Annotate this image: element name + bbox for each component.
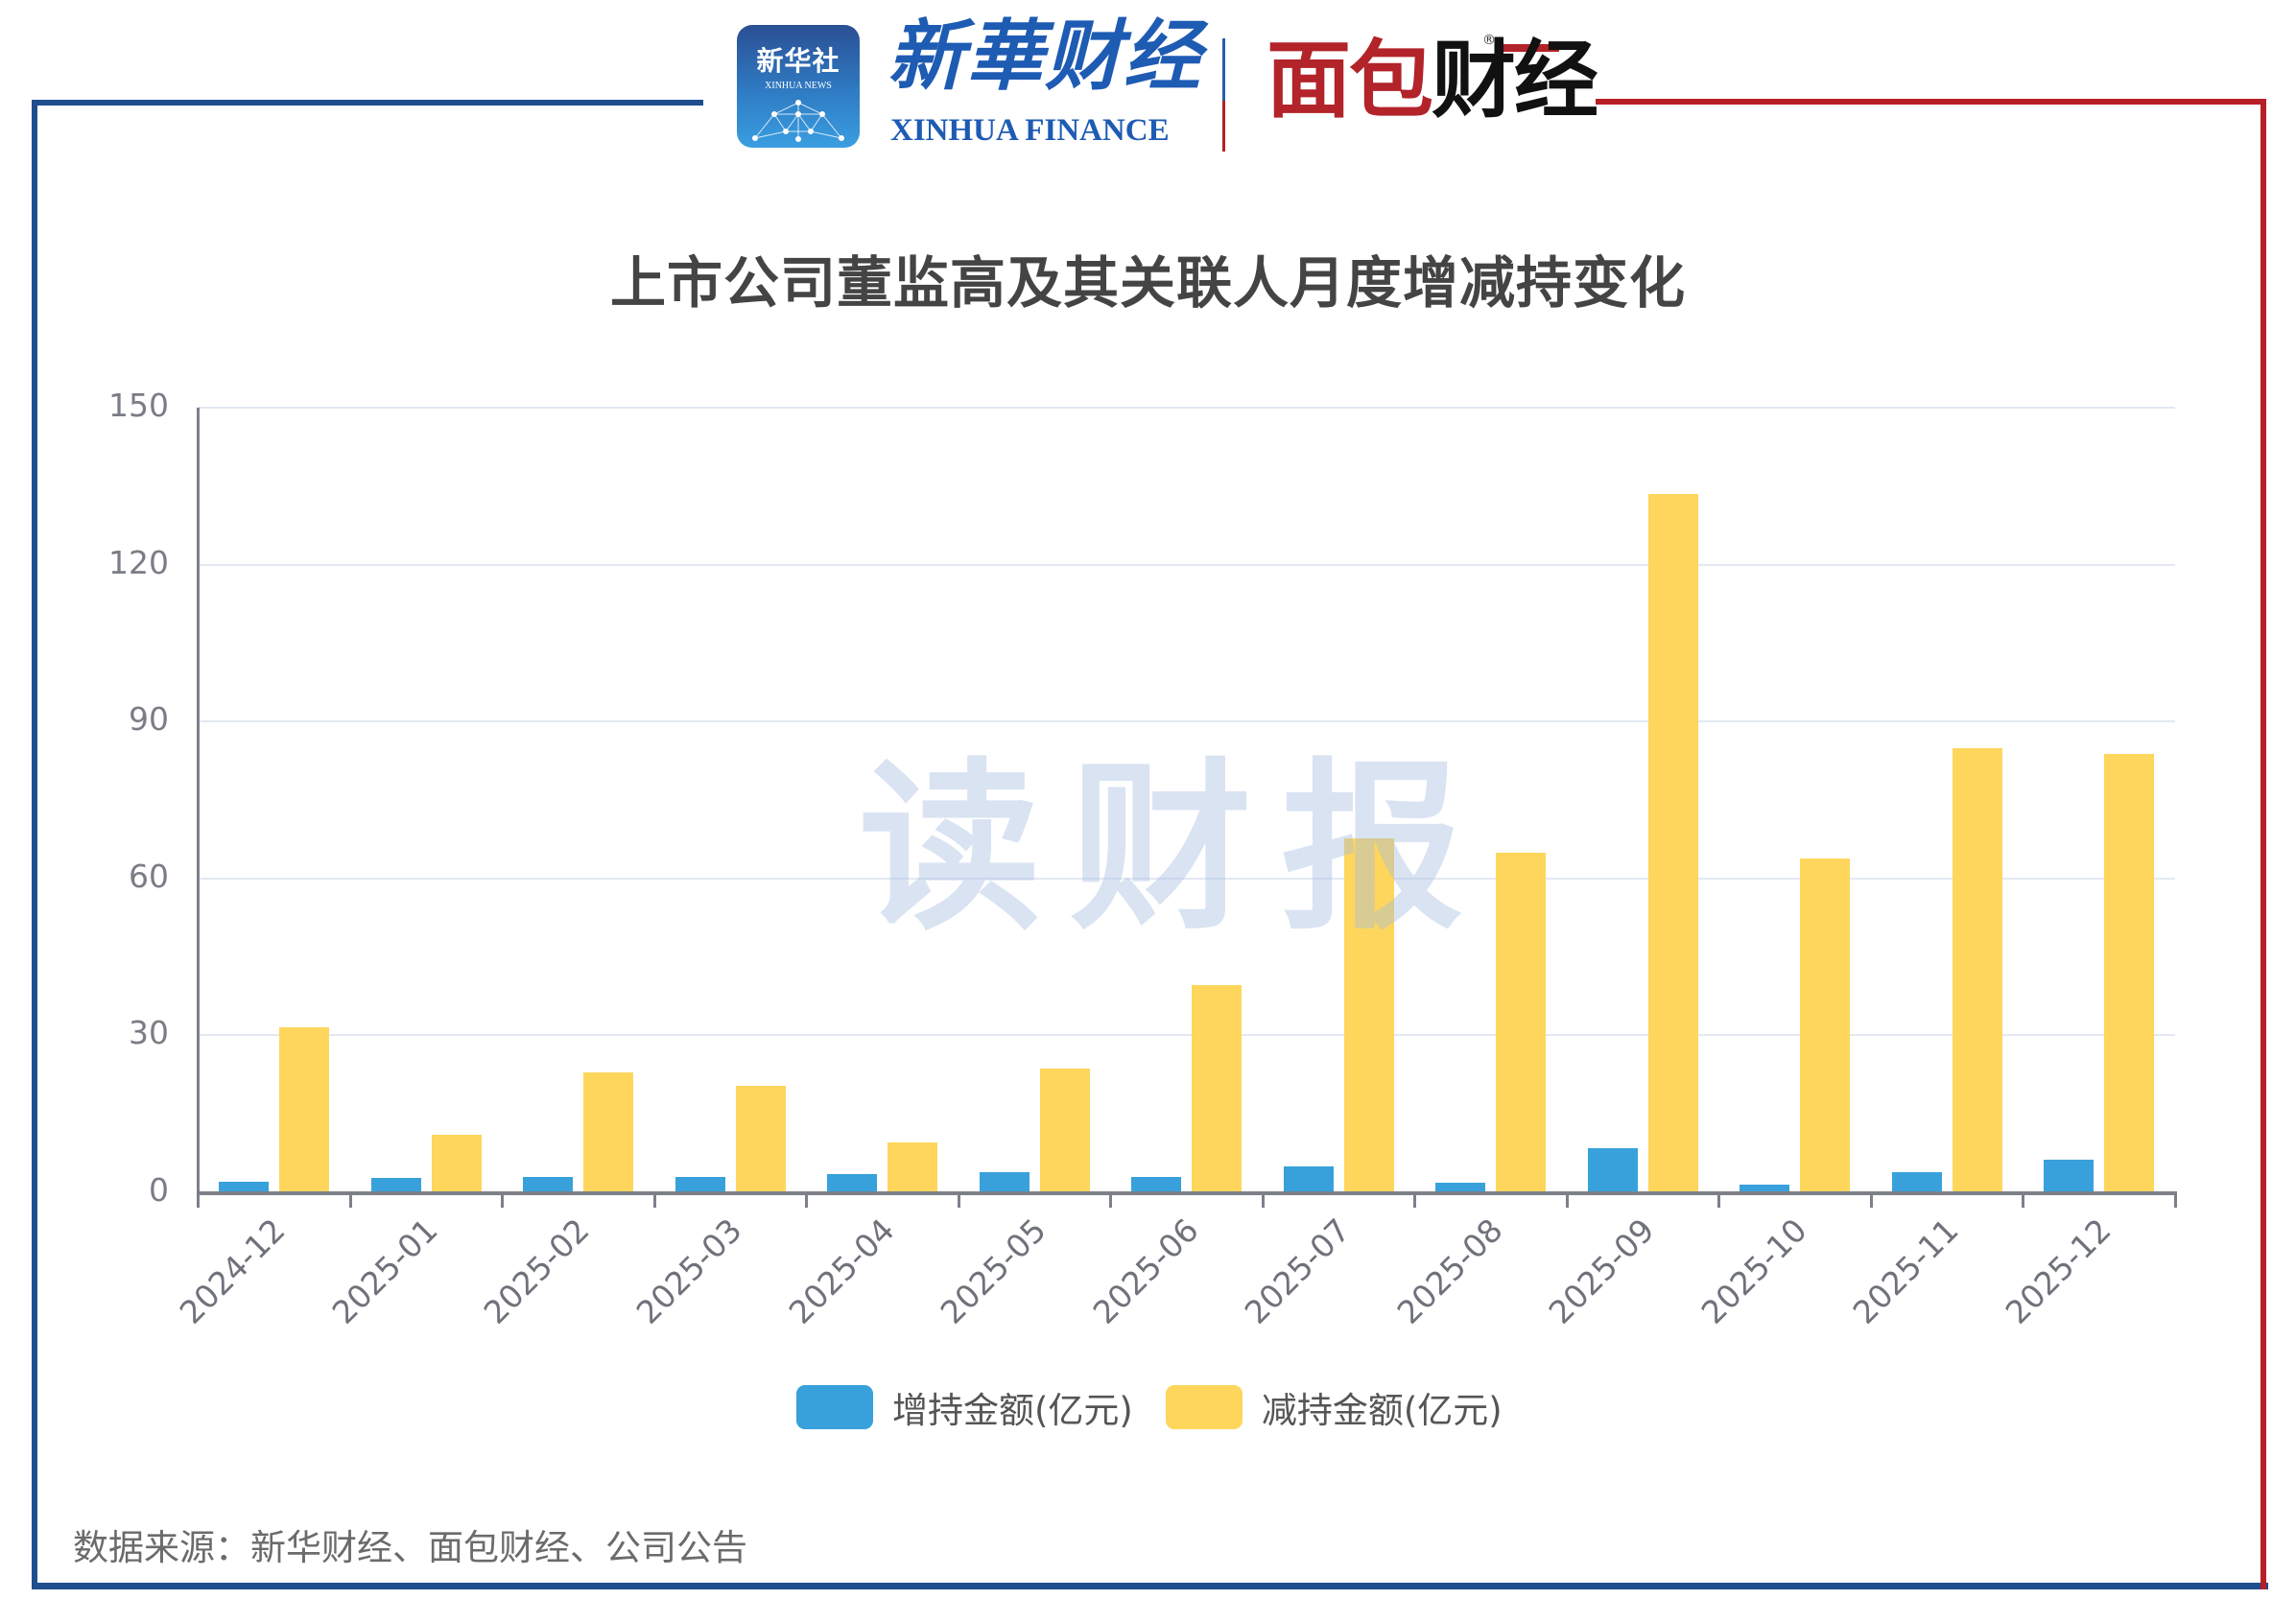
data-source-note: 数据来源：新华财经、面包财经、公司公告: [73, 1527, 747, 1568]
x-tick: [197, 1194, 200, 1208]
xinhua-app-logo-en: XINHUA NEWS: [765, 81, 832, 91]
frame-right-border: [2260, 99, 2266, 1589]
bar-decrease[interactable]: [279, 1026, 329, 1192]
gridline: [198, 1034, 2175, 1037]
x-tick: [1869, 1194, 1873, 1208]
x-tick-label: 2025-02: [477, 1211, 598, 1331]
chart-legend: 增持金额(亿元) 减持金额(亿元): [796, 1381, 1535, 1433]
bar-decrease[interactable]: [735, 1086, 786, 1192]
x-tick-label: 2024-12: [172, 1211, 294, 1331]
frame-top-left-border: [32, 100, 703, 106]
bar-decrease[interactable]: [1343, 838, 1394, 1192]
x-tick: [805, 1194, 809, 1208]
y-axis: [197, 408, 200, 1196]
y-tick-label: 0: [149, 1171, 169, 1209]
bar-decrease[interactable]: [888, 1142, 938, 1192]
x-tick: [1565, 1194, 1569, 1208]
legend-item-decrease[interactable]: 减持金额(亿元): [1165, 1381, 1503, 1433]
x-tick-label: 2025-12: [1998, 1211, 2118, 1331]
x-tick-label: 2025-07: [1237, 1211, 1358, 1331]
network-globe-icon: [752, 100, 844, 142]
bar-increase[interactable]: [675, 1177, 725, 1192]
mianbao-logo-black-text: 财经: [1432, 31, 1598, 129]
bar-decrease[interactable]: [431, 1135, 482, 1192]
x-tick: [1413, 1194, 1417, 1208]
x-axis: [198, 1191, 2177, 1195]
x-tick-label: 2025-04: [781, 1211, 902, 1331]
registered-trademark-icon: ®: [1482, 33, 1496, 48]
xinhua-news-app-logo: 新华社 XINHUA NEWS: [737, 25, 860, 148]
x-tick-label: 2025-10: [1693, 1211, 1814, 1331]
x-tick-label: 2025-05: [933, 1211, 1053, 1331]
bar-increase[interactable]: [523, 1177, 574, 1192]
y-tick-label: 60: [129, 857, 169, 895]
x-tick: [348, 1194, 352, 1208]
mianbao-finance-logo: 面包财经: [1266, 38, 1598, 123]
frame-left-border: [32, 100, 37, 1589]
legend-item-increase[interactable]: 增持金额(亿元): [796, 1381, 1133, 1433]
x-tick-label: 2025-03: [628, 1211, 749, 1331]
x-tick: [957, 1194, 960, 1208]
y-tick-label: 30: [129, 1014, 169, 1052]
bar-decrease[interactable]: [1647, 493, 1698, 1192]
bar-increase[interactable]: [1283, 1165, 1334, 1192]
bar-decrease[interactable]: [583, 1071, 634, 1192]
x-tick: [2022, 1194, 2025, 1208]
bar-increase[interactable]: [1740, 1184, 1790, 1192]
bar-decrease[interactable]: [1039, 1069, 1090, 1192]
legend-label-decrease: 减持金额(亿元): [1261, 1390, 1503, 1431]
logo-divider: [1222, 38, 1225, 152]
bar-increase[interactable]: [2044, 1160, 2095, 1192]
bar-increase[interactable]: [1131, 1176, 1182, 1192]
xinhua-app-logo-cn: 新华社: [756, 45, 840, 77]
legend-swatch-decrease-icon: [1165, 1385, 1243, 1429]
x-tick-label: 2025-06: [1085, 1211, 1206, 1331]
bar-increase[interactable]: [219, 1182, 269, 1192]
bar-increase[interactable]: [370, 1177, 421, 1192]
gridline: [198, 720, 2175, 723]
bar-increase[interactable]: [979, 1172, 1030, 1192]
legend-swatch-increase-icon: [796, 1385, 873, 1429]
bar-increase[interactable]: [1435, 1183, 1486, 1192]
bar-decrease[interactable]: [1800, 858, 1851, 1192]
bar-increase[interactable]: [1587, 1147, 1638, 1192]
frame-bottom-border: [32, 1583, 2268, 1589]
x-tick-label: 2025-01: [324, 1211, 445, 1331]
xinhua-finance-logo-en: XINHUA FINANCE: [890, 113, 1170, 148]
y-tick-label: 90: [129, 700, 169, 739]
gridline: [198, 563, 2175, 566]
gridline: [198, 877, 2175, 880]
bar-decrease[interactable]: [1192, 985, 1243, 1192]
gridline: [198, 407, 2175, 409]
legend-label-increase: 增持金额(亿元): [892, 1390, 1133, 1431]
x-tick: [652, 1194, 656, 1208]
xinhua-finance-logo-cn: 新華财经: [888, 11, 1202, 101]
y-tick-label: 150: [108, 387, 169, 424]
x-tick-label: 2025-08: [1389, 1211, 1510, 1331]
bar-increase[interactable]: [1891, 1172, 1942, 1192]
x-tick-label: 2025-09: [1541, 1211, 1662, 1331]
bar-increase[interactable]: [827, 1174, 878, 1192]
y-tick-label: 120: [108, 543, 169, 581]
x-tick: [2174, 1194, 2177, 1208]
bar-decrease[interactable]: [1952, 748, 2002, 1192]
mianbao-logo-accent-bar: [1502, 44, 1559, 52]
x-tick: [1717, 1194, 1721, 1208]
x-tick: [1109, 1194, 1113, 1208]
frame-top-right-border: [1596, 99, 2266, 105]
bar-decrease[interactable]: [2104, 754, 2155, 1192]
bar-decrease[interactable]: [1496, 853, 1547, 1192]
x-tick-label: 2025-11: [1845, 1211, 1966, 1331]
mianbao-logo-red-text: 面包: [1266, 31, 1433, 129]
chart-title: 上市公司董监高及其关联人月度增减持变化: [609, 250, 1686, 316]
x-tick: [1261, 1194, 1265, 1208]
x-tick: [501, 1194, 505, 1208]
